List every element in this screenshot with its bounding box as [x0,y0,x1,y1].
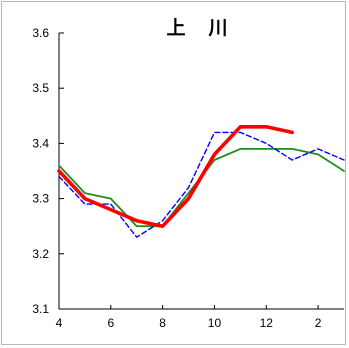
x-tick-label: 12 [260,316,274,330]
x-tick-label: 2 [315,316,322,330]
x-tick-label: 6 [107,316,114,330]
y-tick-label: 3.2 [32,247,49,261]
y-tick-label: 3.4 [32,136,49,150]
x-tick-label: 10 [208,316,222,330]
series-line-bold [57,125,295,228]
y-tick-label: 3.5 [32,81,49,95]
y-tick-label: 3.6 [32,26,49,40]
chart-title: 上 川 [166,17,229,39]
series-layer [57,125,345,238]
x-tick-label: 8 [159,316,166,330]
y-tick-label: 3.3 [32,192,49,206]
axes: 3.1 3.2 3.3 3.4 3.5 3.6 4 6 8 10 12 2 [32,26,344,330]
series-line-dashed [58,131,345,238]
x-tick-label: 4 [56,316,63,330]
y-tick-label: 3.1 [32,302,49,316]
